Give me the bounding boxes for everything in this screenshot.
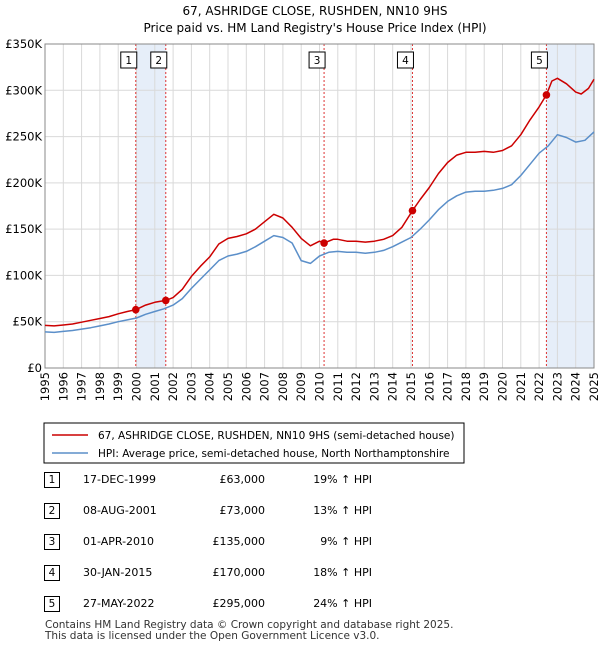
x-tick-label: 2011 [331, 372, 345, 401]
chart-subtitle: Price paid vs. HM Land Registry's House … [143, 21, 486, 35]
shaded-span [135, 44, 166, 368]
sale-marker-box [308, 51, 326, 69]
chart-title: 67, ASHRIDGE CLOSE, RUSHDEN, NN10 9HS [183, 4, 448, 18]
sale-marker-box [396, 51, 414, 69]
legend-box [43, 422, 465, 464]
x-tick-label: 2022 [532, 372, 546, 401]
sale-marker-box [150, 51, 168, 69]
x-tick-label: 2016 [422, 372, 436, 401]
x-tick-label: 1995 [38, 372, 52, 401]
legend-label-price: 67, ASHRIDGE CLOSE, RUSHDEN, NN10 9HS (s… [98, 430, 454, 442]
sale-marker-label: 1 [44, 472, 60, 488]
sale-date: 30-JAN-2015 [83, 566, 153, 579]
footer-attribution: Contains HM Land Registry data © Crown c… [45, 620, 453, 642]
x-tick-label: 2003 [184, 372, 198, 401]
sale-price: £170,000 [212, 566, 266, 579]
x-tick-label: 2000 [130, 372, 144, 401]
footer-line-copyright: Contains HM Land Registry data © Crown c… [45, 619, 454, 631]
footer-line-licence: This data is licensed under the Open Gov… [45, 630, 380, 642]
x-tick-label: 2015 [404, 372, 418, 401]
y-tick-label: £150K [5, 222, 42, 236]
y-tick-label: £0 [27, 361, 42, 375]
x-tick-label: 2014 [386, 372, 400, 401]
x-tick-label: 1999 [111, 372, 125, 401]
series-line-hpi [44, 131, 595, 334]
plot-frame [44, 43, 595, 369]
x-tick-label: 2007 [258, 372, 272, 401]
y-tick-label: £350K [5, 37, 42, 51]
x-tick-label: 2013 [367, 372, 381, 401]
sale-marker-box [120, 51, 138, 69]
x-tick-label: 2025 [587, 372, 600, 401]
sale-marker-label: 3 [44, 534, 60, 550]
x-tick-label: 2009 [294, 372, 308, 401]
legend: 67, ASHRIDGE CLOSE, RUSHDEN, NN10 9HS (s… [43, 422, 465, 464]
sale-price: £63,000 [219, 473, 266, 486]
sale-point [161, 296, 170, 305]
sale-marker-label: 4 [44, 565, 60, 581]
sale-price: £73,000 [219, 504, 266, 517]
y-tick-label: £200K [5, 176, 42, 190]
sale-marker-label: 1 [125, 55, 132, 67]
y-tick-label: £300K [5, 83, 42, 97]
y-tick-label: £100K [5, 268, 42, 282]
sale-marker-label: 3 [314, 55, 321, 67]
x-tick-label: 2001 [148, 372, 162, 401]
x-tick-label: 2010 [313, 372, 327, 401]
x-tick-label: 2018 [459, 372, 473, 401]
x-tick-label: 2024 [569, 372, 583, 401]
sale-hpi-diff: 19% ↑ HPI [313, 473, 372, 486]
sale-date: 17-DEC-1999 [83, 473, 157, 486]
x-tick-label: 2006 [239, 372, 253, 401]
sale-date: 08-AUG-2001 [83, 504, 157, 517]
legend-label-hpi: HPI: Average price, semi-detached house,… [98, 448, 449, 460]
sale-hpi-diff: 24% ↑ HPI [313, 597, 372, 610]
y-tick-label: £250K [5, 130, 42, 144]
x-tick-label: 1996 [56, 372, 70, 401]
x-tick-label: 2020 [496, 372, 510, 401]
sale-marker-label: 5 [536, 55, 543, 67]
x-tick-label: 2017 [441, 372, 455, 401]
sale-marker-box [530, 51, 548, 69]
sale-hpi-diff: 13% ↑ HPI [313, 504, 372, 517]
sale-price: £135,000 [212, 535, 266, 548]
x-tick-label: 2004 [203, 372, 217, 401]
sale-marker-label: 2 [155, 55, 162, 67]
sale-marker-label: 2 [44, 503, 60, 519]
sale-point [408, 206, 417, 215]
y-tick-label: £50K [13, 315, 43, 329]
sale-date: 01-APR-2010 [83, 535, 155, 548]
x-tick-label: 2005 [221, 372, 235, 401]
x-tick-label: 2002 [166, 372, 180, 401]
sale-date: 27-MAY-2022 [83, 597, 155, 610]
sale-marker-label: 5 [44, 596, 60, 612]
sale-marker-label: 4 [402, 55, 409, 67]
x-tick-label: 2008 [276, 372, 290, 401]
x-tick-label: 1997 [75, 372, 89, 401]
plot-area: 1 2 3 4 5 £0 £50K £100K £150K £200K £250K £300K £350… [5, 37, 600, 401]
x-tick-label: 2019 [477, 372, 491, 401]
shaded-span [546, 44, 594, 368]
series-line-price [44, 77, 595, 327]
price-chart: 67, ASHRIDGE CLOSE, RUSHDEN, NN10 9HS Pr… [5, 4, 600, 464]
sale-point [542, 91, 551, 99]
sale-point [320, 239, 328, 247]
sale-price: £295,000 [212, 597, 266, 610]
x-tick-label: 2023 [550, 372, 564, 401]
sale-hpi-diff: 9% ↑ HPI [320, 535, 372, 548]
x-tick-label: 2012 [349, 372, 363, 401]
sale-hpi-diff: 18% ↑ HPI [313, 566, 372, 579]
sale-point [131, 305, 140, 314]
x-tick-label: 1998 [93, 372, 107, 401]
x-tick-label: 2021 [514, 372, 528, 401]
